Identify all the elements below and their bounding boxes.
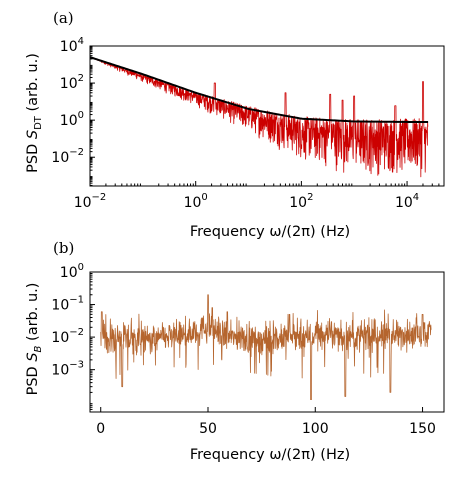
x-tick-label: 50 — [199, 421, 217, 437]
y-tick-label: 100 — [60, 262, 84, 281]
x-tick-label: 104 — [395, 192, 419, 211]
panel-a-fit-series — [90, 56, 429, 123]
panel-b-label: (b) — [53, 239, 74, 257]
panel-a-psd-series — [90, 56, 429, 178]
x-tick-label: 150 — [409, 421, 436, 437]
y-tick-label: 102 — [60, 73, 84, 92]
panel-b-ylabel: PSD SB (arb. u.) — [25, 283, 44, 396]
panel-b-xlabel: Frequency ω/(2π) (Hz) — [190, 447, 350, 463]
panel-a-ylabel: PSD SDT (arb. u.) — [25, 53, 44, 173]
x-tick-label: 10−2 — [74, 192, 107, 211]
x-tick-label: 100 — [184, 192, 208, 211]
panel-a-ticks: 10−2 100 102 104 10−2 100 102 104 — [51, 36, 445, 211]
y-tick-label: 10−2 — [51, 147, 84, 166]
panel-a-frame — [89, 45, 445, 187]
panel-b-frame — [89, 271, 445, 413]
y-tick-label: 10−1 — [51, 295, 84, 314]
panel-a-label: (a) — [53, 9, 74, 27]
x-tick-label: 102 — [289, 192, 313, 211]
y-tick-label: 100 — [60, 110, 84, 129]
panel-b: (b) PSD SB (arb. u.) Frequency ω/(2π) (H… — [25, 239, 445, 463]
x-tick-label: 100 — [302, 421, 329, 437]
panel-a-plot — [90, 56, 429, 178]
y-tick-label: 10−3 — [51, 360, 84, 379]
panel-a-xlabel: Frequency ω/(2π) (Hz) — [190, 224, 350, 240]
x-tick-label: 0 — [96, 421, 105, 437]
y-tick-label: 10−2 — [51, 327, 84, 346]
panel-a: (a) PSD SDT (arb. u.) Frequency ω/(2π) (… — [25, 9, 445, 240]
panel-b-psd-series — [100, 294, 432, 401]
y-tick-label: 104 — [60, 36, 84, 55]
panel-b-plot — [100, 294, 432, 401]
